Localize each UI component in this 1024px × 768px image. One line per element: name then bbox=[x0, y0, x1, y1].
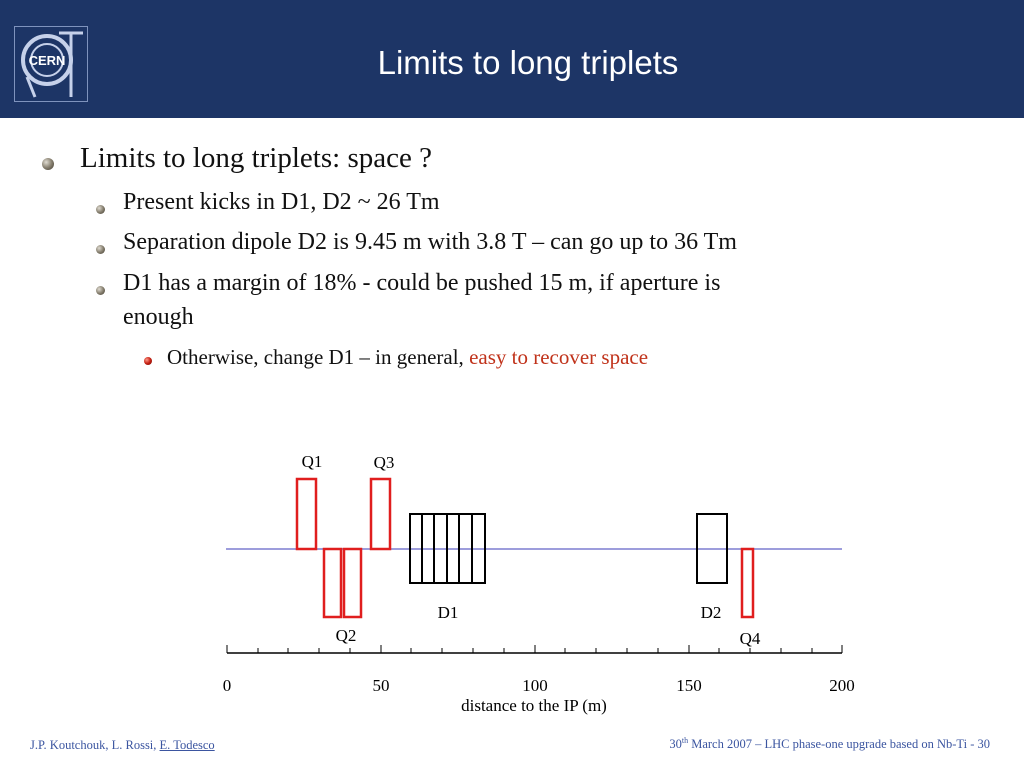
bullet-d1-margin-line2: enough bbox=[123, 304, 194, 330]
q4-magnet bbox=[740, 547, 755, 619]
q3-magnet bbox=[369, 477, 392, 551]
bullet-icon bbox=[42, 158, 54, 170]
author-link[interactable]: E. Todesco bbox=[159, 738, 215, 752]
bullet-separation-dipole: Separation dipole D2 is 9.45 m with 3.8 … bbox=[123, 229, 737, 255]
q2-label: Q2 bbox=[336, 626, 357, 645]
authors-text: J.P. Koutchouk, L. Rossi, bbox=[30, 738, 157, 752]
footer-event: March 2007 – LHC phase-one upgrade based… bbox=[688, 737, 968, 752]
bullet-main: Limits to long triplets: space ? bbox=[80, 142, 432, 174]
date-day: 30 bbox=[669, 737, 682, 752]
d2-magnet bbox=[696, 513, 728, 584]
tick-label: 150 bbox=[676, 676, 702, 695]
title-bar: CERN Limits to long triplets bbox=[0, 0, 1024, 118]
tick-label: 200 bbox=[829, 676, 855, 695]
d2-label: D2 bbox=[701, 603, 722, 622]
otherwise-text: Otherwise, change D1 – in general, bbox=[167, 345, 464, 369]
cern-logo: CERN bbox=[14, 26, 88, 102]
q1-label: Q1 bbox=[302, 452, 323, 471]
bullet-kicks: Present kicks in D1, D2 ~ 26 Tm bbox=[123, 189, 440, 215]
d1-label: D1 bbox=[438, 603, 459, 622]
footer-info: 30th March 2007 – LHC phase-one upgrade … bbox=[669, 736, 990, 752]
date-suffix: th bbox=[681, 736, 689, 745]
footer-authors: J.P. Koutchouk, L. Rossi, E. Todesco bbox=[30, 738, 215, 753]
d1-module bbox=[471, 513, 486, 584]
bullet-icon bbox=[96, 205, 105, 214]
tick-label: 50 bbox=[373, 676, 390, 695]
q4-label: Q4 bbox=[740, 629, 761, 648]
svg-text:CERN: CERN bbox=[29, 53, 66, 68]
highlight-text: easy to recover space bbox=[469, 345, 649, 369]
tick-label: 100 bbox=[522, 676, 548, 695]
bullet-icon bbox=[96, 286, 105, 295]
page-number: - 30 bbox=[967, 737, 990, 752]
q3-label: Q3 bbox=[374, 453, 395, 472]
bullet-icon bbox=[96, 245, 105, 254]
q2a-magnet bbox=[322, 547, 343, 619]
bullet-icon bbox=[144, 357, 152, 365]
x-axis-label: distance to the IP (m) bbox=[461, 696, 607, 715]
bullet-otherwise: Otherwise, change D1 – in general, easy … bbox=[167, 345, 648, 370]
axis-ticks bbox=[226, 645, 843, 653]
magnet-layout-diagram: Q1 Q2 Q3 D1 D2 Q4 bbox=[200, 440, 900, 725]
tick-label: 0 bbox=[223, 676, 232, 695]
slide-title: Limits to long triplets bbox=[377, 44, 679, 81]
bullet-d1-margin-line1: D1 has a margin of 18% - could be pushed… bbox=[123, 270, 721, 296]
q2b-magnet bbox=[342, 547, 363, 619]
q1-magnet bbox=[295, 477, 318, 551]
